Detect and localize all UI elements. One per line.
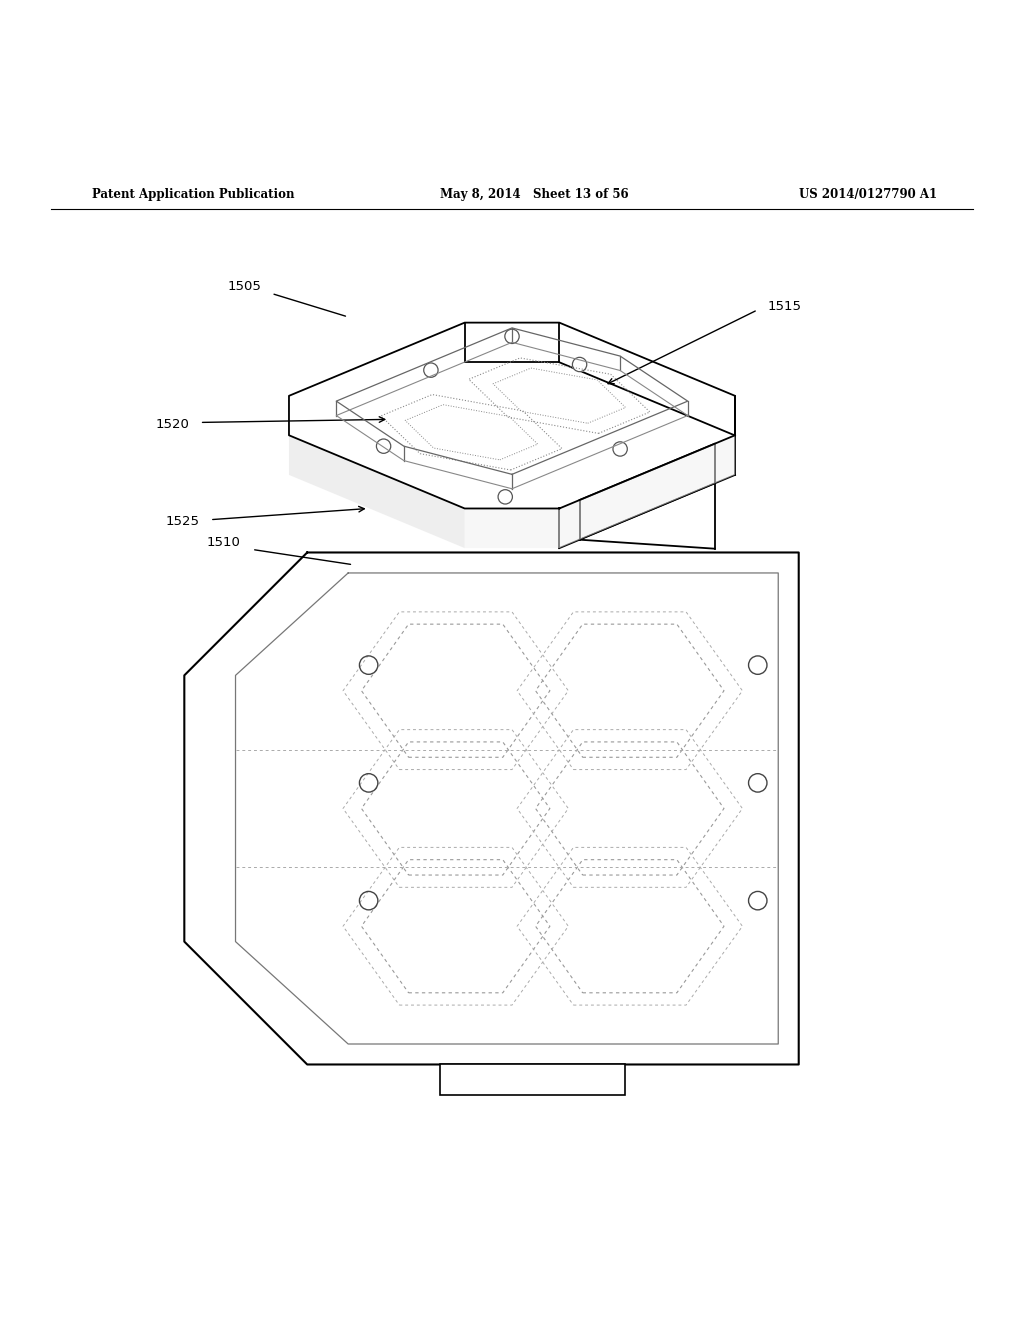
Polygon shape bbox=[289, 396, 465, 548]
Circle shape bbox=[505, 329, 519, 343]
Text: 1510: 1510 bbox=[207, 536, 241, 549]
Text: 1515: 1515 bbox=[768, 300, 802, 313]
Bar bbox=[440, 1064, 625, 1096]
Circle shape bbox=[749, 656, 767, 675]
Text: 1520: 1520 bbox=[156, 418, 189, 430]
Polygon shape bbox=[465, 396, 735, 548]
Circle shape bbox=[377, 440, 391, 453]
Circle shape bbox=[359, 656, 378, 675]
Circle shape bbox=[749, 774, 767, 792]
Text: May 8, 2014   Sheet 13 of 56: May 8, 2014 Sheet 13 of 56 bbox=[440, 187, 629, 201]
Text: Patent Application Publication: Patent Application Publication bbox=[92, 187, 295, 201]
Circle shape bbox=[498, 490, 512, 504]
Circle shape bbox=[359, 891, 378, 909]
Circle shape bbox=[424, 363, 438, 378]
Text: 1525: 1525 bbox=[166, 515, 200, 528]
Circle shape bbox=[749, 891, 767, 909]
Circle shape bbox=[359, 774, 378, 792]
Text: FIG. 15: FIG. 15 bbox=[480, 1067, 544, 1084]
Circle shape bbox=[613, 442, 628, 457]
Text: 1505: 1505 bbox=[227, 280, 261, 293]
Text: US 2014/0127790 A1: US 2014/0127790 A1 bbox=[799, 187, 937, 201]
Circle shape bbox=[572, 358, 587, 372]
